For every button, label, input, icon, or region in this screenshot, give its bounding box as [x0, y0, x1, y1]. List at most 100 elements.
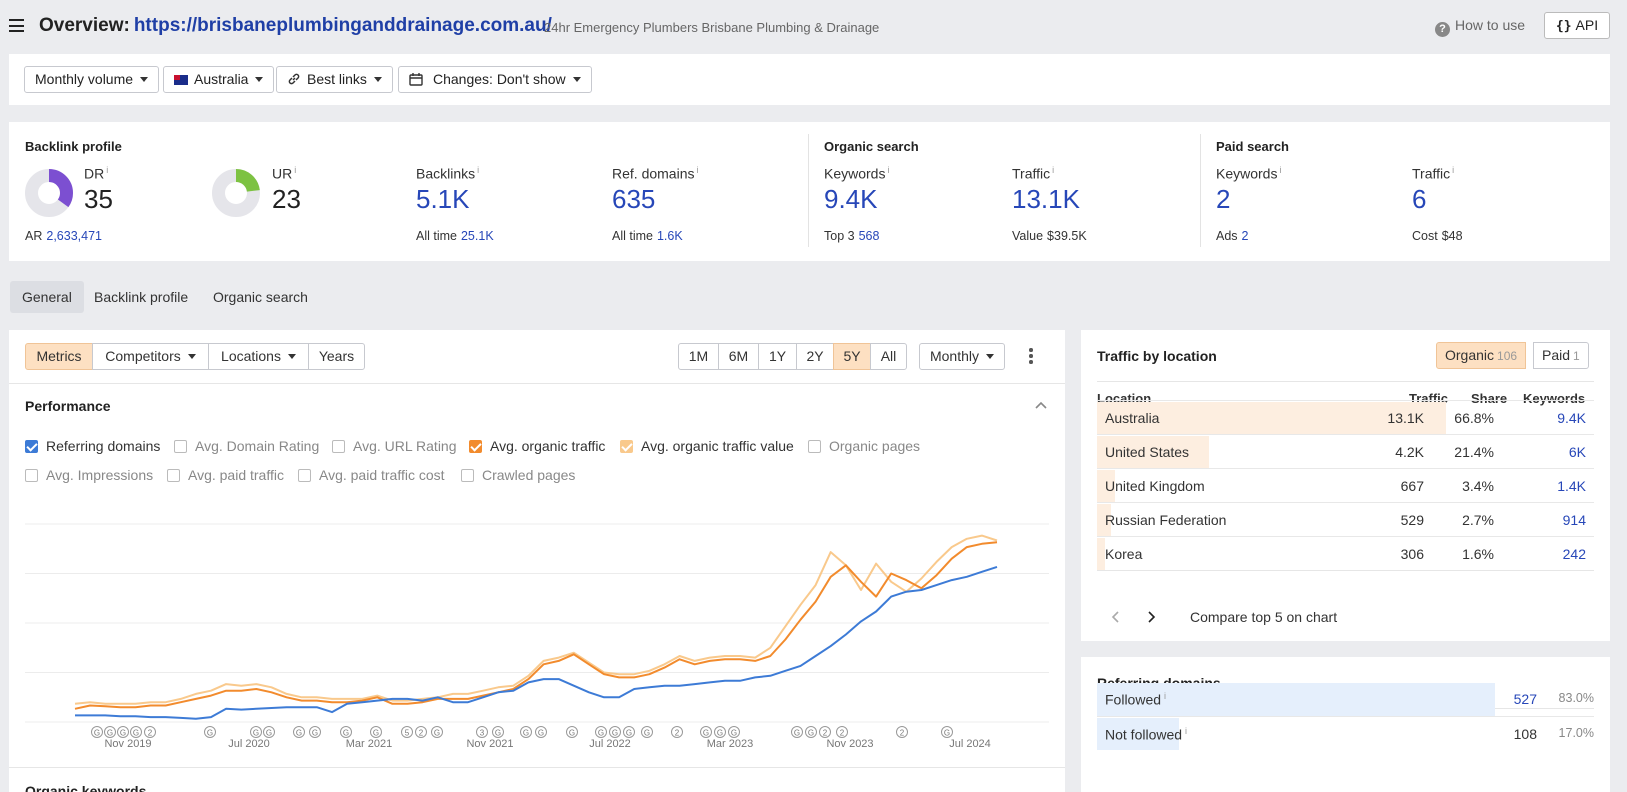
keywords-cell[interactable]: 9.4K	[1557, 410, 1586, 426]
range-1m[interactable]: 1M	[678, 343, 719, 370]
checkbox-avg-paid-traffic-cost[interactable]: Avg. paid traffic cost	[298, 467, 445, 483]
organic-traffic-label: Traffic i	[1012, 165, 1054, 182]
range-1y[interactable]: 1Y	[758, 343, 797, 370]
organic-keywords-value[interactable]: 9.4K	[824, 184, 878, 214]
checkbox-avg-domain-rating[interactable]: Avg. Domain Rating	[174, 438, 319, 454]
changes-dropdown[interactable]: Changes: Don't show	[398, 66, 592, 93]
tab-backlink-profile[interactable]: Backlink profile	[94, 289, 189, 305]
table-row[interactable]: Korea 306 1.6% 242	[1097, 536, 1594, 570]
paid-search-title: Paid search	[1216, 139, 1289, 154]
country-dropdown[interactable]: Australia	[163, 66, 275, 93]
organic-keywords-label-text: Keywords	[824, 165, 886, 182]
chevron-right-icon[interactable]	[1146, 610, 1156, 624]
checkbox-avg-organic-traffic[interactable]: Avg. organic traffic	[469, 438, 605, 454]
info-icon[interactable]: i	[1279, 165, 1282, 175]
referring-pct: 83.0%	[1558, 691, 1594, 705]
range-5y[interactable]: 5Y	[833, 343, 871, 370]
event-marker	[671, 726, 683, 738]
range-6m[interactable]: 6M	[718, 343, 759, 370]
divider	[808, 134, 809, 247]
table-row[interactable]: Russian Federation 529 2.7% 914	[1097, 502, 1594, 536]
keywords-cell[interactable]: 242	[1562, 546, 1586, 562]
info-icon[interactable]: i	[1452, 165, 1455, 175]
checkbox-crawled-pages[interactable]: Crawled pages	[461, 467, 575, 483]
vertical-dots-icon[interactable]	[1029, 348, 1033, 364]
info-icon[interactable]: i	[1164, 691, 1167, 701]
chevron-down-icon	[572, 77, 581, 82]
braces-icon: {}	[1555, 19, 1572, 34]
backlinks-value[interactable]: 5.1K	[416, 184, 470, 214]
keywords-cell[interactable]: 6K	[1568, 444, 1586, 460]
tab-general[interactable]: General	[10, 281, 84, 313]
table-row[interactable]: Australia 13.1K 66.8% 9.4K	[1097, 400, 1594, 434]
paid-ads-value[interactable]: 2	[1241, 229, 1249, 243]
checkbox-avg-organic-traffic-value[interactable]: Avg. organic traffic value	[620, 438, 794, 454]
interval-dropdown[interactable]: Monthly	[919, 343, 1005, 370]
event-marker	[566, 726, 578, 738]
event-marker	[293, 726, 305, 738]
checkbox-avg-url-rating[interactable]: Avg. URL Rating	[332, 438, 457, 454]
locations-dropdown[interactable]: Locations	[208, 343, 309, 370]
table-row[interactable]: Not followed i 108 17.0%	[1097, 716, 1594, 750]
ref-domains-value[interactable]: 635	[612, 184, 656, 214]
checkbox-referring-domains[interactable]: Referring domains	[25, 438, 160, 454]
info-icon[interactable]: i	[1052, 165, 1055, 175]
years-toggle[interactable]: Years	[308, 343, 365, 370]
keywords-cell[interactable]: 914	[1562, 512, 1586, 528]
competitors-dropdown[interactable]: Competitors	[92, 343, 209, 370]
column-header-keywords[interactable]: Keywords	[1523, 391, 1586, 406]
event-marker-label: 2	[419, 729, 424, 738]
info-icon[interactable]: i	[106, 165, 109, 175]
share-cell: 2.7%	[1462, 512, 1494, 528]
organic-top3-value[interactable]: 568	[858, 229, 880, 243]
volume-dropdown[interactable]: Monthly volume	[24, 66, 160, 93]
paid-keywords-value[interactable]: 2	[1216, 184, 1231, 214]
ref-domains-all-time-value[interactable]: 1.6K	[656, 229, 683, 243]
chevron-up-icon[interactable]	[1034, 400, 1048, 410]
event-marker-label: G	[312, 729, 318, 738]
keywords-cell[interactable]: 1.4K	[1557, 478, 1586, 494]
ref-domains-all-time-label: All time	[612, 229, 653, 243]
tab-organic-search[interactable]: Organic search	[213, 289, 308, 305]
range-2y[interactable]: 2Y	[796, 343, 834, 370]
event-marker-label: G	[207, 729, 213, 738]
compare-top5-link[interactable]: Compare top 5 on chart	[1190, 609, 1338, 625]
info-icon[interactable]: i	[696, 165, 699, 175]
how-to-use-link[interactable]: ? How to use	[1435, 17, 1525, 37]
range-all[interactable]: All	[870, 343, 907, 370]
event-marker-label: G	[598, 729, 604, 738]
ref-domains-label-text: Ref. domains	[612, 165, 695, 182]
chevron-left-icon[interactable]	[1111, 610, 1121, 624]
info-icon[interactable]: i	[1185, 726, 1188, 736]
ar-value[interactable]: 2,633,471	[46, 229, 102, 243]
metrics-toggle[interactable]: Metrics	[25, 343, 93, 370]
paid-cost-label: Cost	[1412, 229, 1438, 243]
table-row[interactable]: United Kingdom 667 3.4% 1.4K	[1097, 468, 1594, 502]
organic-traffic-value[interactable]: 13.1K	[1012, 184, 1080, 214]
organic-toggle[interactable]: Organic 106	[1436, 342, 1527, 369]
table-row[interactable]: United States 4.2K 21.4% 6K	[1097, 434, 1594, 468]
event-marker-label: G	[644, 729, 650, 738]
referring-count[interactable]: 527	[1513, 691, 1537, 707]
paid-toggle[interactable]: Paid 1	[1533, 342, 1589, 369]
x-tick-label: Jul 2020	[228, 738, 270, 750]
column-header-share[interactable]: Share	[1471, 391, 1508, 406]
info-icon[interactable]: i	[294, 165, 297, 175]
event-marker	[714, 726, 726, 738]
backlinks-all-time-value[interactable]: 25.1K	[460, 229, 494, 243]
checkbox-avg-impressions[interactable]: Avg. Impressions	[25, 467, 153, 483]
api-button[interactable]: {} API	[1544, 12, 1610, 39]
info-icon[interactable]: i	[887, 165, 890, 175]
table-row[interactable]: Followed i 527 83.0%	[1097, 682, 1594, 716]
target-url-link[interactable]: https://brisbaneplumbinganddrainage.com.…	[133, 15, 552, 36]
paid-traffic-value[interactable]: 6	[1412, 184, 1427, 214]
backlinks-all-time-label: All time	[416, 229, 457, 243]
checkbox-organic-pages[interactable]: Organic pages	[808, 438, 920, 454]
info-icon[interactable]: i	[477, 165, 480, 175]
checkbox-box	[167, 469, 180, 482]
links-dropdown[interactable]: Best links	[276, 66, 393, 93]
menu-icon[interactable]	[9, 19, 24, 32]
checkbox-avg-paid-traffic[interactable]: Avg. paid traffic	[167, 467, 284, 483]
location-name: Australia	[1105, 410, 1160, 426]
